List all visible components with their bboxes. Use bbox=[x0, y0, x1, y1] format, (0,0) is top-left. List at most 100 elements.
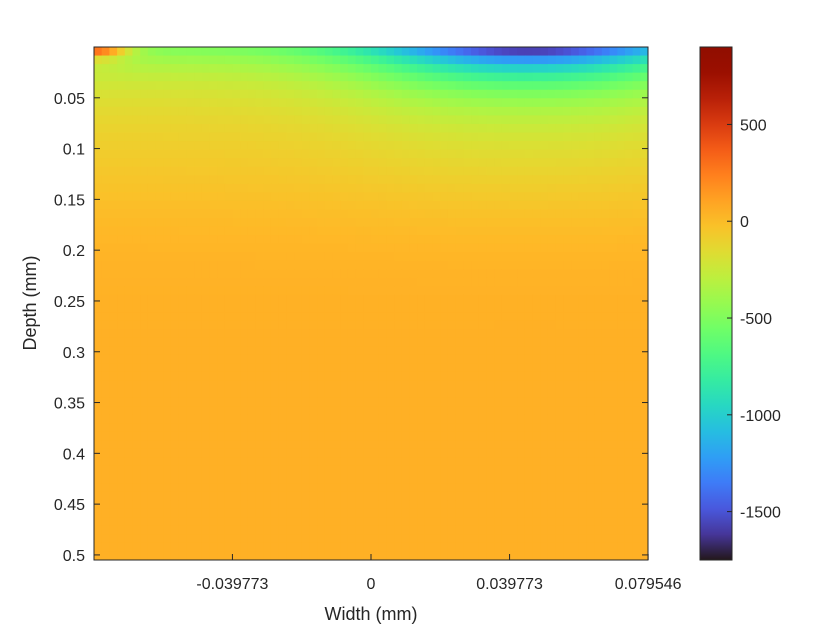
heatmap-cell bbox=[417, 106, 426, 116]
heatmap-cell bbox=[224, 312, 234, 322]
heatmap-cell bbox=[563, 141, 572, 151]
heatmap-cell bbox=[540, 303, 549, 313]
heatmap-cell bbox=[301, 483, 311, 493]
heatmap-cell bbox=[247, 491, 257, 501]
heatmap-cell bbox=[578, 431, 588, 441]
heatmap-cell bbox=[640, 534, 648, 544]
heatmap-cell bbox=[255, 474, 264, 484]
heatmap-cell bbox=[624, 260, 634, 270]
heatmap-cell bbox=[217, 448, 226, 458]
heatmap-cell bbox=[240, 89, 249, 99]
heatmap-cell bbox=[263, 414, 272, 424]
heatmap-cell bbox=[494, 465, 503, 476]
heatmap-cell bbox=[294, 183, 303, 193]
heatmap-cell bbox=[571, 483, 580, 493]
heatmap-cell bbox=[386, 363, 395, 373]
heatmap-cell bbox=[109, 226, 118, 236]
heatmap-cell bbox=[340, 243, 349, 253]
heatmap-cell bbox=[278, 243, 287, 253]
heatmap-cell bbox=[571, 277, 580, 287]
heatmap-cell bbox=[578, 115, 588, 125]
heatmap-cell bbox=[371, 414, 380, 424]
heatmap-cell bbox=[601, 218, 611, 228]
heatmap-cell bbox=[471, 380, 480, 390]
heatmap-cell bbox=[640, 406, 648, 416]
heatmap-cell bbox=[571, 397, 580, 407]
heatmap-cell bbox=[170, 525, 180, 535]
heatmap-cell bbox=[371, 542, 380, 553]
heatmap-cell bbox=[394, 72, 403, 82]
heatmap-cell bbox=[186, 158, 195, 168]
heatmap-cell bbox=[601, 406, 611, 416]
heatmap-cell bbox=[586, 235, 595, 245]
heatmap-cell bbox=[609, 312, 618, 322]
heatmap-cell bbox=[170, 294, 180, 305]
heatmap-cell bbox=[486, 457, 495, 467]
heatmap-cell bbox=[594, 55, 603, 65]
heatmap-cell bbox=[247, 175, 257, 185]
heatmap-cell bbox=[224, 448, 234, 458]
heatmap-cell bbox=[147, 551, 157, 560]
heatmap-cell bbox=[555, 226, 564, 236]
heatmap-cell bbox=[447, 183, 457, 193]
heatmap-cell bbox=[163, 81, 172, 91]
heatmap-cell bbox=[555, 183, 564, 193]
heatmap-cell bbox=[101, 183, 110, 193]
heatmap-cell bbox=[294, 72, 303, 82]
heatmap-cell bbox=[571, 329, 580, 339]
heatmap-cell bbox=[401, 397, 411, 407]
heatmap-cell bbox=[478, 98, 488, 108]
heatmap-cell bbox=[347, 192, 357, 202]
heatmap-cell bbox=[578, 423, 588, 433]
heatmap-cell bbox=[594, 534, 603, 544]
heatmap-cell bbox=[440, 89, 449, 99]
heatmap-cell bbox=[217, 389, 226, 399]
heatmap-cell bbox=[147, 312, 157, 322]
heatmap-cell bbox=[217, 55, 226, 65]
heatmap-cell bbox=[255, 286, 264, 296]
heatmap-cell bbox=[294, 448, 303, 458]
heatmap-cell bbox=[232, 457, 241, 467]
heatmap-cell bbox=[563, 389, 572, 399]
heatmap-cell bbox=[194, 354, 203, 364]
heatmap-cell bbox=[94, 312, 103, 322]
heatmap-cell bbox=[540, 406, 549, 416]
y-tick-label: 0.1 bbox=[63, 142, 85, 159]
heatmap-cell bbox=[247, 286, 257, 296]
heatmap-cell bbox=[363, 312, 372, 322]
y-tick-label: 0.3 bbox=[63, 345, 85, 362]
heatmap-cell bbox=[624, 269, 634, 279]
heatmap-cell bbox=[447, 141, 457, 151]
heatmap-cell bbox=[601, 448, 611, 458]
heatmap-cell bbox=[278, 465, 287, 476]
heatmap-cell bbox=[255, 363, 264, 373]
heatmap-cell bbox=[278, 235, 287, 245]
heatmap-cell bbox=[347, 123, 357, 134]
heatmap-cell bbox=[155, 517, 164, 527]
heatmap-cell bbox=[617, 55, 626, 65]
heatmap-cell bbox=[471, 115, 480, 125]
heatmap-cell bbox=[432, 81, 441, 91]
heatmap-cell bbox=[194, 183, 203, 193]
heatmap-cell bbox=[394, 534, 403, 544]
heatmap-cell bbox=[424, 89, 434, 99]
heatmap-cell bbox=[424, 115, 434, 125]
heatmap-cell bbox=[155, 81, 164, 91]
heatmap-cell bbox=[170, 483, 180, 493]
heatmap-cell bbox=[455, 371, 464, 382]
heatmap-cell bbox=[340, 226, 349, 236]
heatmap-cell bbox=[447, 47, 457, 57]
heatmap-cell bbox=[124, 508, 134, 518]
heatmap-cell bbox=[486, 414, 495, 424]
heatmap-cell bbox=[332, 132, 341, 142]
heatmap-cell bbox=[170, 414, 180, 424]
heatmap-cell bbox=[594, 106, 603, 116]
heatmap-cell bbox=[447, 508, 457, 518]
heatmap-cell bbox=[440, 389, 449, 399]
heatmap-cell bbox=[432, 89, 441, 99]
heatmap-cell bbox=[270, 312, 280, 322]
heatmap-cell bbox=[301, 209, 311, 219]
heatmap-cell bbox=[594, 397, 603, 407]
heatmap-cell bbox=[624, 192, 634, 202]
heatmap-cell bbox=[617, 64, 626, 74]
